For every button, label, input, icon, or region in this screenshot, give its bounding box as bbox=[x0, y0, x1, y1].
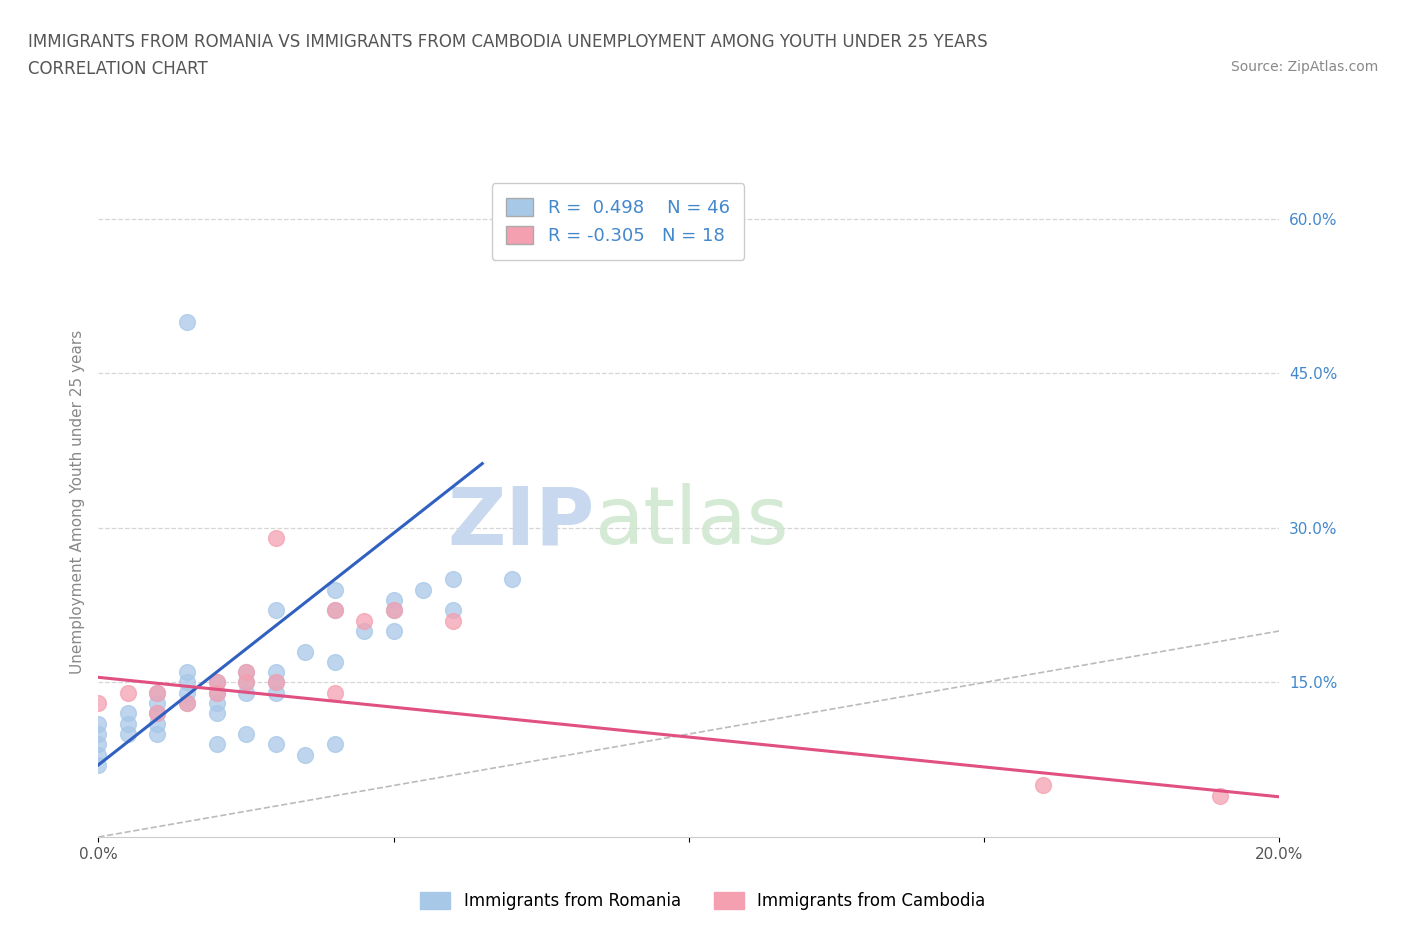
Point bbox=[87, 696, 110, 711]
Point bbox=[294, 644, 316, 659]
Point bbox=[205, 675, 228, 690]
Point bbox=[264, 675, 287, 690]
Point bbox=[441, 603, 464, 618]
Point bbox=[176, 696, 198, 711]
Point bbox=[382, 592, 405, 607]
Point bbox=[87, 757, 110, 772]
Point bbox=[264, 685, 287, 700]
Point bbox=[146, 685, 169, 700]
Text: Source: ZipAtlas.com: Source: ZipAtlas.com bbox=[1230, 60, 1378, 74]
Point bbox=[323, 685, 346, 700]
Point bbox=[117, 685, 139, 700]
Point bbox=[205, 737, 228, 751]
Point bbox=[323, 655, 346, 670]
Point bbox=[146, 716, 169, 731]
Point bbox=[382, 623, 405, 638]
Point bbox=[176, 685, 198, 700]
Point bbox=[205, 685, 228, 700]
Point bbox=[235, 665, 257, 680]
Point bbox=[235, 685, 257, 700]
Point bbox=[87, 726, 110, 741]
Point bbox=[264, 603, 287, 618]
Legend: Immigrants from Romania, Immigrants from Cambodia: Immigrants from Romania, Immigrants from… bbox=[413, 885, 993, 917]
Point bbox=[176, 665, 198, 680]
Point bbox=[117, 726, 139, 741]
Text: atlas: atlas bbox=[595, 484, 789, 562]
Legend: R =  0.498    N = 46, R = -0.305   N = 18: R = 0.498 N = 46, R = -0.305 N = 18 bbox=[492, 183, 744, 259]
Point bbox=[205, 675, 228, 690]
Point bbox=[235, 675, 257, 690]
Point bbox=[117, 706, 139, 721]
Point bbox=[205, 696, 228, 711]
Point bbox=[382, 603, 405, 618]
Point bbox=[353, 623, 375, 638]
Point bbox=[441, 572, 464, 587]
Point bbox=[323, 582, 346, 597]
Point bbox=[264, 665, 287, 680]
Point bbox=[235, 726, 257, 741]
Text: ZIP: ZIP bbox=[447, 484, 595, 562]
Point bbox=[323, 603, 346, 618]
Point bbox=[205, 685, 228, 700]
Point bbox=[501, 572, 523, 587]
Point bbox=[235, 675, 257, 690]
Point bbox=[323, 737, 346, 751]
Point bbox=[176, 675, 198, 690]
Point bbox=[117, 716, 139, 731]
Point bbox=[176, 696, 198, 711]
Point bbox=[146, 685, 169, 700]
Point bbox=[146, 706, 169, 721]
Point bbox=[205, 706, 228, 721]
Point bbox=[87, 716, 110, 731]
Point bbox=[264, 737, 287, 751]
Point bbox=[235, 665, 257, 680]
Point bbox=[176, 314, 198, 329]
Point bbox=[1209, 789, 1232, 804]
Point bbox=[294, 747, 316, 762]
Point bbox=[323, 603, 346, 618]
Point bbox=[353, 613, 375, 628]
Text: IMMIGRANTS FROM ROMANIA VS IMMIGRANTS FROM CAMBODIA UNEMPLOYMENT AMONG YOUTH UND: IMMIGRANTS FROM ROMANIA VS IMMIGRANTS FR… bbox=[28, 33, 988, 50]
Point bbox=[264, 675, 287, 690]
Point bbox=[412, 582, 434, 597]
Y-axis label: Unemployment Among Youth under 25 years: Unemployment Among Youth under 25 years bbox=[69, 330, 84, 674]
Point bbox=[87, 747, 110, 762]
Point bbox=[87, 737, 110, 751]
Point bbox=[146, 696, 169, 711]
Point bbox=[441, 613, 464, 628]
Point bbox=[1032, 778, 1054, 793]
Text: CORRELATION CHART: CORRELATION CHART bbox=[28, 60, 208, 78]
Point bbox=[382, 603, 405, 618]
Point bbox=[146, 706, 169, 721]
Point bbox=[264, 531, 287, 546]
Point bbox=[146, 726, 169, 741]
